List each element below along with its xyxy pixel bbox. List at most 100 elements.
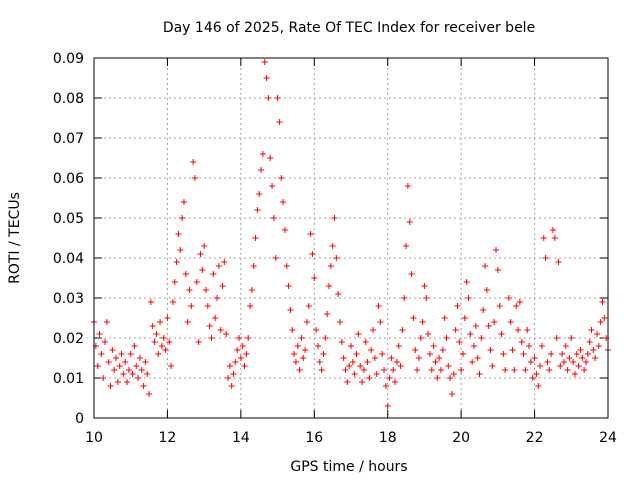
data-point — [375, 303, 382, 309]
data-point — [155, 351, 162, 357]
data-point — [135, 375, 142, 381]
data-point — [226, 363, 233, 369]
data-point — [467, 331, 474, 337]
data-point — [252, 235, 259, 241]
data-point — [309, 251, 316, 257]
data-point — [223, 331, 230, 337]
data-point — [292, 359, 299, 365]
data-point — [538, 343, 545, 349]
data-point — [307, 231, 314, 237]
data-point — [289, 327, 296, 333]
data-point — [179, 215, 186, 221]
data-point — [386, 375, 393, 381]
data-point — [239, 343, 246, 349]
data-point — [327, 263, 334, 269]
data-point — [168, 363, 175, 369]
data-point — [336, 319, 343, 325]
data-point — [291, 351, 298, 357]
data-point — [217, 327, 224, 333]
data-point — [360, 367, 367, 373]
data-point — [456, 339, 463, 345]
data-point — [164, 315, 171, 321]
data-point — [208, 335, 215, 341]
data-point — [485, 323, 492, 329]
x-tick-label: 16 — [305, 430, 323, 446]
x-tick-label: 24 — [599, 430, 617, 446]
data-point — [157, 319, 164, 325]
data-point — [397, 363, 404, 369]
data-point — [592, 355, 599, 361]
data-point — [575, 363, 582, 369]
data-point — [202, 287, 209, 293]
data-point — [199, 267, 206, 273]
y-tick-label: 0.08 — [53, 91, 84, 107]
data-point — [408, 271, 415, 277]
data-point — [507, 319, 514, 325]
data-point — [520, 351, 527, 357]
data-point — [443, 335, 450, 341]
data-point — [448, 391, 455, 397]
y-tick-label: 0.03 — [53, 291, 84, 307]
data-point — [570, 359, 577, 365]
data-point — [395, 343, 402, 349]
data-point — [182, 271, 189, 277]
data-point — [410, 315, 417, 321]
data-point — [105, 359, 112, 365]
data-point — [234, 347, 241, 353]
data-point — [250, 263, 257, 269]
x-tick-label: 20 — [452, 430, 470, 446]
data-point — [140, 383, 147, 389]
data-point — [419, 319, 426, 325]
data-point — [498, 331, 505, 337]
data-point — [560, 359, 567, 365]
data-point — [342, 367, 349, 373]
data-point — [593, 331, 600, 337]
data-point — [94, 363, 101, 369]
data-point — [236, 335, 243, 341]
data-point — [302, 347, 309, 353]
data-point — [527, 359, 534, 365]
data-point — [153, 331, 160, 337]
data-point — [529, 375, 536, 381]
data-point — [359, 379, 366, 385]
data-point — [221, 259, 228, 265]
data-point — [368, 347, 375, 353]
data-point — [125, 367, 132, 373]
data-point — [325, 283, 332, 289]
data-point — [415, 355, 422, 361]
data-point — [526, 343, 533, 349]
x-tick-label: 14 — [232, 430, 250, 446]
data-point — [166, 339, 173, 345]
data-point — [344, 379, 351, 385]
data-point — [191, 175, 198, 181]
data-point — [151, 339, 158, 345]
y-tick-label: 0.01 — [53, 371, 84, 387]
data-point — [274, 95, 281, 101]
data-point — [287, 307, 294, 313]
data-point — [212, 315, 219, 321]
data-point — [247, 303, 254, 309]
data-point — [303, 319, 310, 325]
chart-title: Day 146 of 2025, Rate Of TEC Index for r… — [163, 20, 535, 36]
data-point — [248, 287, 255, 293]
data-point — [225, 375, 232, 381]
data-point — [458, 367, 465, 373]
data-point — [351, 371, 358, 377]
data-point — [228, 383, 235, 389]
data-point — [544, 359, 551, 365]
data-point — [582, 359, 589, 365]
data-point — [470, 343, 477, 349]
data-point — [441, 315, 448, 321]
data-point — [366, 375, 373, 381]
data-point — [158, 343, 165, 349]
data-point — [399, 327, 406, 333]
x-axis-label: GPS time / hours — [290, 459, 407, 475]
data-points — [91, 59, 611, 409]
data-point — [392, 379, 399, 385]
data-point — [162, 347, 169, 353]
data-point — [362, 339, 369, 345]
data-point — [533, 371, 540, 377]
y-tick-label: 0.07 — [53, 131, 84, 147]
data-point — [195, 339, 202, 345]
data-point — [107, 383, 114, 389]
